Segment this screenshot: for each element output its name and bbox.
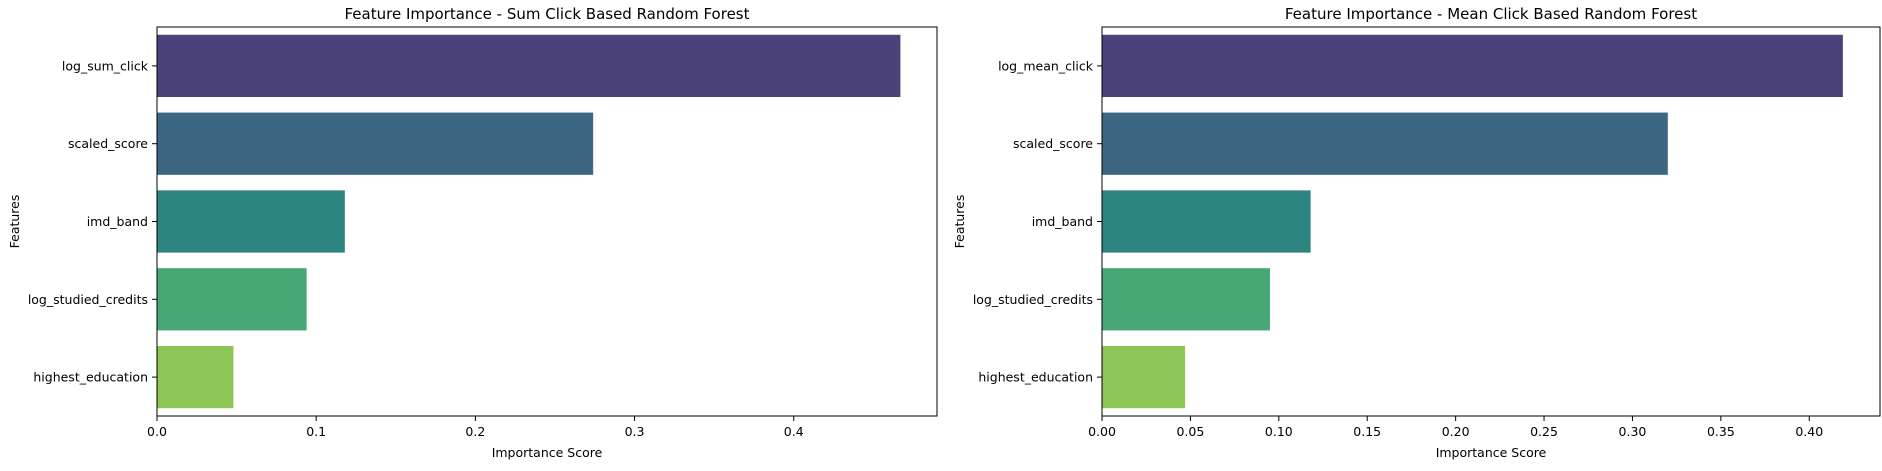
bar-log_sum_click xyxy=(157,34,901,98)
chart-title: Feature Importance - Mean Click Based Ra… xyxy=(1285,5,1697,23)
chart-title: Feature Importance - Sum Click Based Ran… xyxy=(345,5,750,23)
y-axis-label: Features xyxy=(952,195,967,249)
bar-scaled_score xyxy=(1102,112,1668,175)
y-tick-label: log_studied_credits xyxy=(28,292,148,307)
x-tick-label: 0.0 xyxy=(147,424,167,439)
bar-log_studied_credits xyxy=(1102,268,1270,331)
bar-imd_band xyxy=(157,190,345,253)
bar-highest_education xyxy=(157,345,234,409)
y-tick-label: log_sum_click xyxy=(62,58,149,73)
y-axis-label: Features xyxy=(7,195,22,249)
x-tick-label: 0.2 xyxy=(465,424,485,439)
x-tick-label: 0.15 xyxy=(1353,424,1381,439)
x-axis-label: Importance Score xyxy=(492,445,603,460)
bar-log_mean_click xyxy=(1102,34,1843,98)
x-tick-label: 0.30 xyxy=(1619,424,1647,439)
x-tick-label: 0.10 xyxy=(1265,424,1293,439)
bar-highest_education xyxy=(1102,345,1186,409)
x-tick-label: 0.3 xyxy=(625,424,645,439)
x-axis-label: Importance Score xyxy=(1436,445,1547,460)
y-tick-label: highest_education xyxy=(33,370,148,385)
bar-scaled_score xyxy=(157,112,594,175)
x-tick-label: 0.25 xyxy=(1530,424,1558,439)
x-tick-label: 0.35 xyxy=(1707,424,1735,439)
bar-imd_band xyxy=(1102,190,1311,253)
y-tick-label: imd_band xyxy=(1032,214,1093,229)
y-tick-label: scaled_score xyxy=(68,136,148,151)
x-tick-label: 0.1 xyxy=(306,424,326,439)
bar-log_studied_credits xyxy=(157,268,307,331)
y-tick-label: scaled_score xyxy=(1013,136,1093,151)
x-tick-label: 0.00 xyxy=(1088,424,1116,439)
y-tick-label: imd_band xyxy=(87,214,148,229)
y-tick-label: log_mean_click xyxy=(998,58,1094,73)
y-tick-label: log_studied_credits xyxy=(973,292,1093,307)
x-tick-label: 0.05 xyxy=(1176,424,1204,439)
x-tick-label: 0.4 xyxy=(784,424,804,439)
x-tick-label: 0.40 xyxy=(1795,424,1823,439)
x-tick-label: 0.20 xyxy=(1442,424,1470,439)
y-tick-label: highest_education xyxy=(978,370,1093,385)
